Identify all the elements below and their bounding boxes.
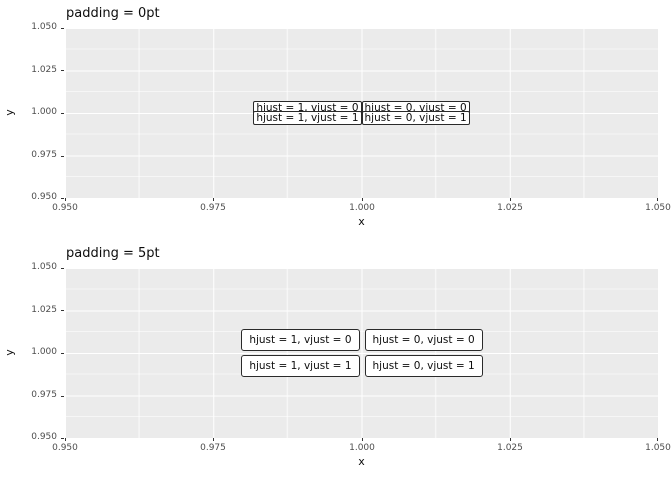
y-tick-label: 0.975 bbox=[31, 390, 57, 400]
y-tick-label: 1.000 bbox=[31, 107, 57, 117]
geom-label-box: hjust = 0, vjust = 1 bbox=[364, 355, 483, 377]
x-tick-mark bbox=[657, 438, 658, 441]
x-tick-label: 1.050 bbox=[645, 203, 671, 213]
y-tick-mark bbox=[61, 198, 64, 199]
geom-label-box: hjust = 1, vjust = 1 bbox=[241, 355, 360, 377]
plot-padding-0pt: padding = 0pt y 1.050 1.025 1.000 0.975 … bbox=[3, 6, 671, 228]
plot-title: padding = 5pt bbox=[66, 246, 160, 261]
x-tick-label: 0.975 bbox=[200, 203, 226, 213]
y-tick-mark bbox=[61, 438, 64, 439]
x-tick-label: 1.000 bbox=[349, 443, 375, 453]
y-tick-label: 0.950 bbox=[31, 192, 57, 202]
x-tick-mark bbox=[65, 438, 66, 441]
y-tick-label: 1.050 bbox=[31, 22, 57, 32]
x-tick-mark bbox=[362, 198, 363, 201]
geom-label-box: hjust = 0, vjust = 1 bbox=[361, 111, 470, 125]
y-tick-label: 1.025 bbox=[31, 305, 57, 315]
y-tick-mark bbox=[61, 28, 64, 29]
geom-label-box: hjust = 0, vjust = 0 bbox=[364, 329, 483, 351]
x-axis-title: x bbox=[358, 455, 365, 468]
x-tick-mark bbox=[213, 438, 214, 441]
y-tick-mark bbox=[61, 113, 64, 114]
x-tick-mark bbox=[657, 198, 658, 201]
y-tick-label: 0.950 bbox=[31, 432, 57, 442]
x-tick-mark bbox=[510, 198, 511, 201]
plot-panel: hjust = 1, vjust = 0 hjust = 0, vjust = … bbox=[65, 268, 658, 438]
y-tick-mark bbox=[61, 353, 64, 354]
x-tick-label: 0.975 bbox=[200, 443, 226, 453]
y-tick-mark bbox=[61, 310, 64, 311]
y-tick-mark bbox=[61, 156, 64, 157]
x-tick-mark bbox=[65, 198, 66, 201]
x-tick-label: 0.950 bbox=[52, 443, 78, 453]
geom-label-box: hjust = 1, vjust = 0 bbox=[241, 329, 360, 351]
y-tick-mark bbox=[61, 396, 64, 397]
plot-padding-5pt: padding = 5pt y 1.050 1.025 1.000 0.975 … bbox=[0, 240, 672, 480]
x-tick-label: 1.000 bbox=[349, 203, 375, 213]
x-tick-label: 1.025 bbox=[497, 203, 523, 213]
y-tick-mark bbox=[61, 70, 64, 71]
y-tick-label: 0.975 bbox=[31, 150, 57, 160]
x-tick-mark bbox=[213, 198, 214, 201]
x-tick-label: 1.050 bbox=[645, 443, 671, 453]
y-tick-label: 1.050 bbox=[31, 262, 57, 272]
plot-panel: hjust = 1, vjust = 0 hjust = 0, vjust = … bbox=[65, 28, 658, 198]
y-tick-label: 1.025 bbox=[31, 65, 57, 75]
x-tick-label: 0.950 bbox=[52, 203, 78, 213]
x-tick-mark bbox=[362, 438, 363, 441]
plot-title: padding = 0pt bbox=[66, 6, 160, 21]
geom-label-box: hjust = 1, vjust = 1 bbox=[253, 111, 362, 125]
x-tick-mark bbox=[510, 438, 511, 441]
x-tick-label: 1.025 bbox=[497, 443, 523, 453]
y-tick-mark bbox=[61, 268, 64, 269]
y-tick-label: 1.000 bbox=[31, 347, 57, 357]
x-axis-title: x bbox=[358, 215, 365, 228]
